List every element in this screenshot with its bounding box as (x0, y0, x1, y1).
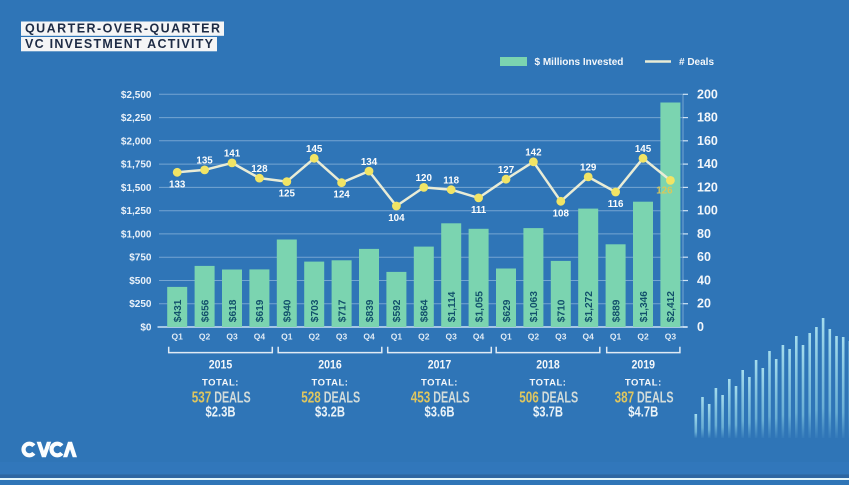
svg-text:145: 145 (635, 144, 652, 155)
svg-text:Q4: Q4 (254, 331, 266, 341)
svg-text:120: 120 (416, 173, 433, 184)
svg-text:$1,346: $1,346 (639, 291, 650, 322)
svg-text:Q1: Q1 (172, 331, 184, 341)
svg-text:141: 141 (224, 149, 241, 160)
svg-text:Q4: Q4 (583, 331, 595, 341)
svg-text:Q4: Q4 (473, 331, 485, 341)
svg-text:2019: 2019 (632, 358, 656, 372)
svg-text:108: 108 (553, 208, 570, 219)
svg-text:TOTAL:: TOTAL: (530, 377, 567, 388)
svg-text:$750: $750 (129, 253, 152, 264)
svg-text:120: 120 (697, 180, 718, 194)
svg-text:Q4: Q4 (363, 331, 375, 341)
svg-text:2016: 2016 (318, 358, 342, 372)
svg-text:Q3: Q3 (226, 331, 238, 341)
svg-text:2018: 2018 (536, 358, 560, 372)
svg-text:$618: $618 (228, 299, 239, 322)
svg-text:129: 129 (580, 163, 597, 174)
svg-text:$1,272: $1,272 (584, 291, 595, 322)
svg-text:80: 80 (697, 227, 711, 241)
svg-text:$250: $250 (129, 299, 152, 310)
svg-text:$431: $431 (173, 299, 184, 322)
svg-text:$3.7B: $3.7B (533, 404, 563, 420)
svg-text:104: 104 (388, 213, 405, 224)
svg-text:Q1: Q1 (281, 331, 293, 341)
svg-text:$864: $864 (420, 299, 431, 322)
svg-text:$1,114: $1,114 (447, 291, 458, 322)
svg-text:$3.2B: $3.2B (315, 404, 345, 420)
svg-text:$940: $940 (283, 299, 294, 322)
svg-text:TOTAL:: TOTAL: (202, 377, 239, 388)
svg-text:$2.3B: $2.3B (206, 404, 236, 420)
svg-text:Q1: Q1 (610, 331, 622, 341)
svg-text:$1,500: $1,500 (121, 183, 152, 194)
svg-text:40: 40 (697, 274, 711, 288)
svg-text:124: 124 (333, 190, 350, 201)
svg-text:$839: $839 (365, 299, 376, 322)
svg-text:111: 111 (471, 205, 487, 216)
svg-text:$717: $717 (337, 299, 348, 322)
svg-text:$1,055: $1,055 (474, 291, 485, 322)
svg-text:$1,750: $1,750 (121, 160, 152, 171)
svg-text:60: 60 (697, 250, 711, 264)
svg-text:Q3: Q3 (555, 331, 567, 341)
svg-text:$ Millions Invested: $ Millions Invested (535, 57, 624, 68)
svg-text:126: 126 (656, 185, 673, 196)
svg-text:$4.7B: $4.7B (628, 404, 658, 420)
svg-text:$2,412: $2,412 (666, 291, 677, 322)
svg-text:$1,000: $1,000 (121, 229, 152, 240)
svg-text:2017: 2017 (428, 358, 452, 372)
svg-text:TOTAL:: TOTAL: (421, 377, 458, 388)
svg-text:116: 116 (608, 199, 624, 210)
svg-text:118: 118 (443, 176, 459, 187)
svg-text:$619: $619 (255, 299, 266, 322)
svg-text:TOTAL:: TOTAL: (625, 377, 662, 388)
svg-text:20: 20 (697, 297, 711, 311)
svg-text:135: 135 (196, 156, 213, 167)
svg-text:142: 142 (525, 148, 542, 159)
svg-text:145: 145 (306, 144, 323, 155)
svg-text:Q2: Q2 (309, 331, 321, 341)
svg-text:160: 160 (697, 134, 718, 148)
svg-text:Q3: Q3 (665, 331, 677, 341)
svg-text:Q2: Q2 (199, 331, 211, 341)
svg-text:$889: $889 (611, 299, 622, 322)
svg-text:128: 128 (251, 164, 268, 175)
svg-text:Q2: Q2 (528, 331, 540, 341)
svg-text:$0: $0 (140, 323, 152, 334)
svg-text:133: 133 (169, 179, 186, 190)
svg-text:140: 140 (697, 157, 718, 171)
svg-text:TOTAL:: TOTAL: (312, 377, 349, 388)
svg-text:Q3: Q3 (446, 331, 458, 341)
svg-text:$656: $656 (200, 299, 211, 322)
svg-text:Q2: Q2 (418, 331, 430, 341)
svg-text:Q1: Q1 (391, 331, 403, 341)
svg-text:127: 127 (498, 165, 515, 176)
svg-text:200: 200 (697, 87, 718, 101)
svg-text:134: 134 (361, 157, 378, 168)
svg-text:180: 180 (697, 111, 718, 125)
svg-text:100: 100 (697, 204, 718, 218)
svg-text:$3.6B: $3.6B (425, 404, 455, 420)
svg-text:$703: $703 (310, 299, 321, 322)
svg-text:Q2: Q2 (637, 331, 649, 341)
svg-text:Q3: Q3 (336, 331, 348, 341)
svg-text:$2,500: $2,500 (121, 90, 152, 101)
svg-text:$710: $710 (557, 299, 568, 322)
svg-text:$500: $500 (129, 276, 152, 287)
svg-text:$629: $629 (502, 299, 513, 322)
svg-text:0: 0 (697, 320, 704, 334)
svg-text:Q1: Q1 (500, 331, 512, 341)
svg-text:# Deals: # Deals (679, 57, 714, 68)
svg-text:$1,250: $1,250 (121, 206, 152, 217)
svg-text:$2,250: $2,250 (121, 113, 152, 124)
svg-text:125: 125 (279, 189, 296, 200)
svg-text:$592: $592 (392, 299, 403, 322)
svg-text:2015: 2015 (209, 358, 233, 372)
svg-text:$2,000: $2,000 (121, 136, 152, 147)
svg-text:$1,063: $1,063 (529, 291, 540, 322)
